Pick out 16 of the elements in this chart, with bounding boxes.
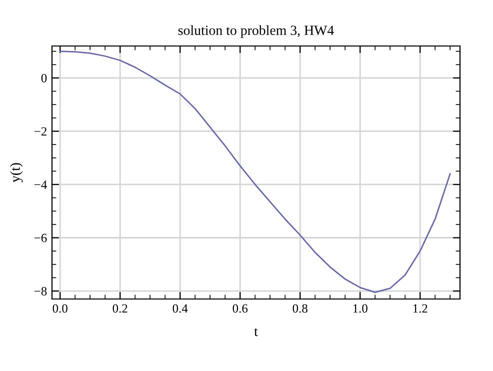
y-axis-title: y(t): [10, 163, 23, 182]
y-tick-label: 0: [41, 74, 47, 82]
y-tick-label: −6: [34, 234, 47, 242]
x-axis-title: t: [254, 328, 258, 336]
x-tick-label: 0.2: [112, 304, 128, 313]
x-tick-label: 0.0: [52, 304, 68, 313]
x-tick-label: 0.4: [172, 304, 188, 313]
x-tick-label: 0.6: [232, 304, 248, 313]
y-tick-label: −8: [34, 287, 47, 296]
chart-title: solution to problem 3, HW4: [178, 25, 334, 38]
x-tick-label: 1.2: [413, 304, 428, 313]
y-tick-label: −2: [34, 127, 46, 136]
x-tick-label: 1.0: [353, 304, 368, 313]
line-series: [59, 50, 451, 294]
x-tick-label: 0.8: [292, 304, 308, 313]
y-tick-label: −4: [34, 180, 47, 189]
